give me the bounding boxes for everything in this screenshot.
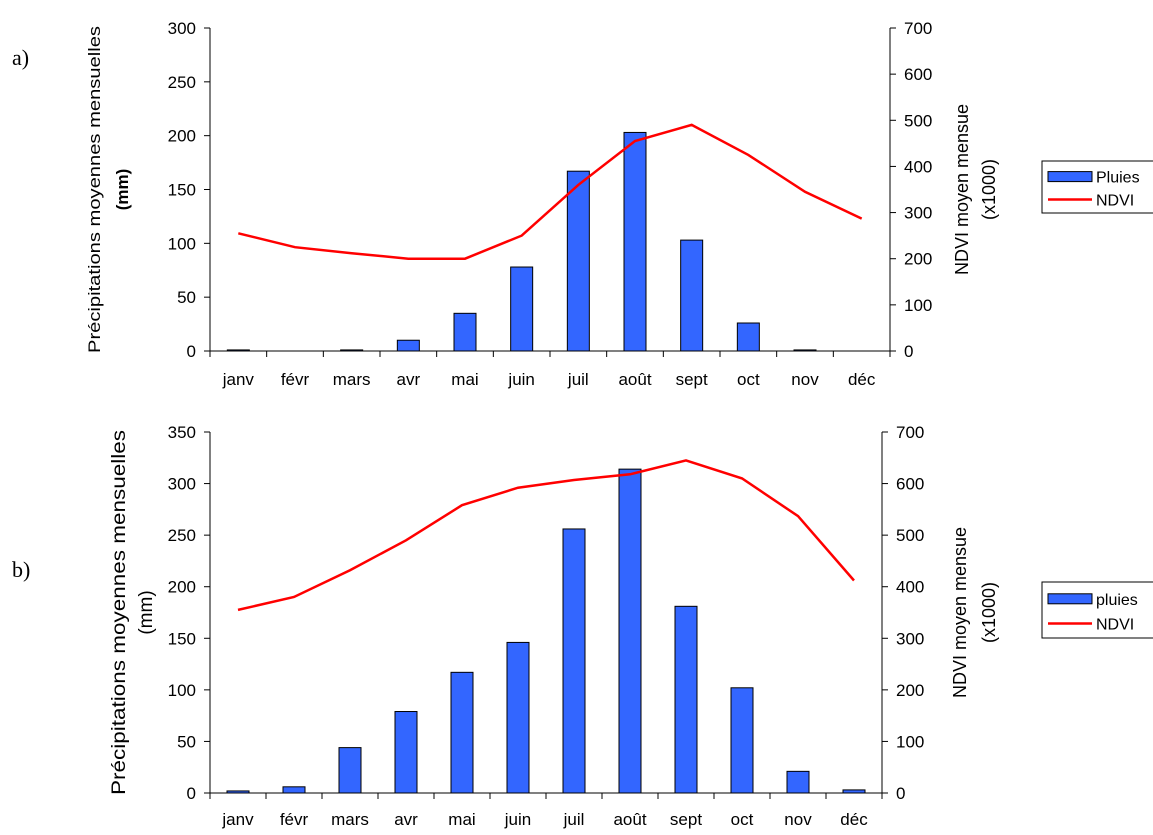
charta-category-label: févr [281, 370, 310, 389]
chartb-bar-juil [562, 528, 586, 794]
charta-category-label: nov [791, 370, 819, 389]
charta-right-tick-label: 300 [904, 204, 932, 223]
chartb-bar-déc [842, 789, 866, 794]
chartb-category-label: mars [331, 810, 369, 829]
chartb-right-tick-label: 100 [896, 732, 924, 751]
charta-bar-juin [510, 266, 534, 352]
chartb-right-tick-label: 0 [896, 784, 905, 803]
charta-ndvi-line [238, 123, 863, 260]
charta-bar-avr [396, 339, 420, 352]
chartb-left-tick-label: 300 [168, 475, 196, 494]
charta-category-label: sept [676, 370, 708, 389]
chartb-bar-août [618, 468, 642, 794]
charta-bar-mars [340, 349, 364, 352]
panel-label-a: a) [12, 45, 30, 70]
chartb-bar-avr [394, 711, 418, 794]
charta-category-label: mars [333, 370, 371, 389]
chartb-bar-juin [506, 641, 530, 794]
chartb-bar-oct [730, 687, 754, 794]
chartb-left-tick-label: 200 [168, 578, 196, 597]
chartb-ylabel: Précipitations moyennes mensuelles [109, 430, 130, 795]
charta-bar-nov [793, 349, 817, 352]
charta-left-tick-label: 250 [168, 73, 196, 92]
chartb-category-label: janv [221, 810, 254, 829]
chartb-bar-janv [226, 790, 250, 794]
charta-y2label: NDVI moyen mensue [952, 104, 972, 275]
charta-right-tick-label: 100 [904, 296, 932, 315]
charta-right-tick-label: 400 [904, 157, 932, 176]
chartb-bar-févr [282, 786, 306, 794]
chartb-category-label: oct [731, 810, 754, 829]
chartb-y2label: NDVI moyen mensue [950, 527, 970, 698]
chartb-left-tick-label: 0 [187, 784, 196, 803]
chartb-right-tick-label: 600 [896, 475, 924, 494]
charta-legend-label-bars: Pluies [1096, 170, 1140, 187]
chartb-category-label: déc [840, 810, 868, 829]
charta-category-label: juil [567, 370, 589, 389]
charta-right-tick-label: 500 [904, 111, 932, 130]
chartb-category-label: juin [504, 810, 531, 829]
chartb-category-label: avr [394, 810, 418, 829]
chartb-right-tick-label: 400 [896, 578, 924, 597]
panel-label-b: b) [12, 557, 31, 582]
charta-legend-label-line: NDVI [1096, 192, 1134, 209]
chartb-y2label-unit: (x1000) [979, 582, 999, 643]
chartb-right-tick-label: 200 [896, 681, 924, 700]
charta-category-label: août [618, 370, 651, 389]
chartb-left-tick-label: 150 [168, 629, 196, 648]
chartb-left-tick-label: 50 [177, 732, 196, 751]
charta-legend-box [1041, 160, 1153, 214]
chartb-bar-sept [674, 605, 698, 794]
charta-left-tick-label: 200 [168, 127, 196, 146]
chartb-left-tick-label: 250 [168, 526, 196, 545]
charta-category-label: déc [848, 370, 876, 389]
charta-category-label: juin [507, 370, 534, 389]
chartb-legend-label-bars: pluies [1096, 592, 1138, 609]
charta-left-tick-label: 50 [177, 288, 196, 307]
charta-right-tick-label: 700 [904, 19, 932, 38]
chartb-legend-label-line: NDVI [1096, 616, 1134, 633]
chartb-category-label: juil [563, 810, 585, 829]
chartb-category-label: août [613, 810, 646, 829]
chartb-category-label: nov [784, 810, 812, 829]
charta-right-tick-label: 0 [904, 342, 913, 361]
charta-left-tick-label: 0 [187, 342, 196, 361]
chartb-right-tick-label: 700 [896, 423, 924, 442]
chartb-left-tick-label: 100 [168, 681, 196, 700]
charta-left-tick-label: 300 [168, 19, 196, 38]
charta-right-tick-label: 200 [904, 250, 932, 269]
chartb-legend-swatch-bars [1047, 593, 1093, 605]
charta-category-label: avr [397, 370, 421, 389]
chartb-ndvi-line [237, 459, 855, 612]
charta-category-label: janv [222, 370, 255, 389]
charta-ylabel-unit: (mm) [113, 169, 132, 211]
charta-bar-juil [566, 170, 590, 352]
charta-y2label-unit: (x1000) [979, 159, 999, 220]
charta-category-label: mai [451, 370, 478, 389]
chartb-bar-mai [450, 671, 474, 794]
chartb-right-tick-label: 500 [896, 526, 924, 545]
chartb-ylabel-unit: (mm) [136, 590, 157, 634]
charta-bar-sept [680, 239, 704, 352]
chartb-bar-nov [786, 770, 810, 794]
charta-ylabel: Précipitations moyennes mensuelles [85, 26, 104, 353]
charta-bar-mai [453, 312, 477, 352]
chartb-bar-mars [338, 747, 362, 794]
charta-bar-août [623, 131, 647, 352]
charta-bar-janv [226, 349, 250, 352]
charta-bar-oct [736, 322, 760, 352]
charta-category-label: oct [737, 370, 760, 389]
chartb-left-tick-label: 350 [168, 423, 196, 442]
chartb-right-tick-label: 300 [896, 629, 924, 648]
chartb-category-label: mai [448, 810, 475, 829]
chartb-category-label: sept [670, 810, 702, 829]
chartb-category-label: févr [280, 810, 309, 829]
charta-legend-swatch-bars [1047, 171, 1093, 183]
charta-left-tick-label: 100 [168, 234, 196, 253]
chartb-legend-box [1041, 581, 1153, 639]
charta-left-tick-label: 150 [168, 181, 196, 200]
charta-right-tick-label: 600 [904, 65, 932, 84]
